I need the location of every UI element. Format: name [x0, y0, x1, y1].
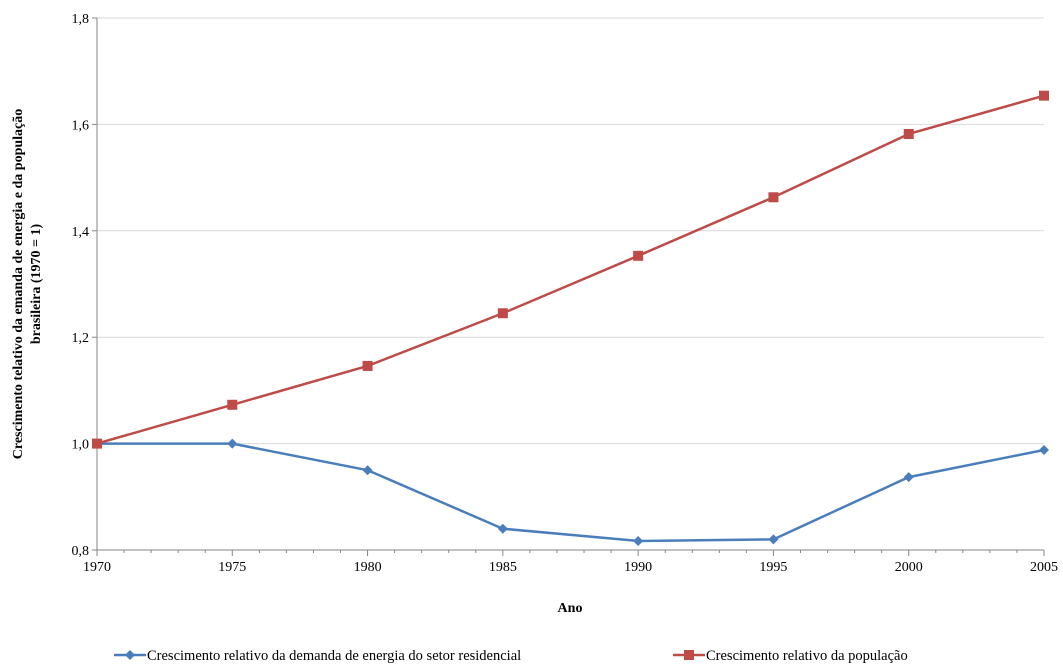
- legend-item-population: Crescimento relativo da população: [673, 648, 908, 664]
- y-tick-label: 1,4: [72, 225, 90, 240]
- data-point: [1039, 444, 1049, 455]
- x-tick-label: 1985: [489, 560, 517, 575]
- x-axis-title: Ano: [558, 601, 583, 616]
- y-tick-label: 0,8: [72, 544, 90, 559]
- legend-population-label: Crescimento relativo da população: [706, 648, 908, 664]
- data-point: [497, 308, 508, 319]
- data-point: [227, 438, 238, 449]
- data-point: [633, 535, 644, 546]
- x-tick-labels: 1970 1975 1980 1985 1990 1995 2000 2005: [83, 560, 1058, 575]
- data-point: [362, 465, 373, 476]
- y-tick-labels: 0,8 1,0 1,2 1,4 1,6 1,8: [72, 12, 90, 559]
- y-axis-title: Crescimento telativo da emanda de energi…: [11, 109, 44, 460]
- y-tick-label: 1,0: [72, 438, 90, 453]
- data-point: [633, 250, 644, 261]
- series-group: [92, 90, 1049, 546]
- data-point: [92, 438, 102, 449]
- series-line: [97, 442, 1045, 543]
- data-point: [768, 192, 779, 203]
- y-tick-label: 1,2: [72, 331, 90, 346]
- data-point: [903, 472, 914, 483]
- x-tick-label: 1980: [354, 560, 382, 575]
- x-tick-label: 1995: [759, 560, 787, 575]
- series-line: [96, 94, 1045, 445]
- data-point: [1039, 90, 1049, 101]
- y-axis-title-line-1: Crescimento telativo da emanda de energi…: [11, 109, 26, 460]
- legend-energy-label: Crescimento relativo da demanda de energ…: [147, 648, 521, 664]
- axes: [92, 17, 1045, 556]
- legend: Crescimento relativo da demanda de energ…: [114, 648, 908, 664]
- x-tick-label: 2005: [1030, 560, 1058, 575]
- x-tick-label: 2000: [895, 560, 923, 575]
- legend-item-energy: Crescimento relativo da demanda de energ…: [114, 648, 521, 664]
- data-point: [497, 523, 508, 534]
- legend-energy-marker: [125, 650, 135, 660]
- y-tick-label: 1,8: [72, 12, 90, 27]
- x-tick-label: 1990: [624, 560, 652, 575]
- data-point: [903, 128, 914, 139]
- series-2: [92, 90, 1049, 449]
- series-1: [92, 438, 1049, 546]
- data-point: [362, 360, 373, 371]
- x-tick-label: 1970: [83, 560, 111, 575]
- y-axis-title-line-2: brasileira (1970 = 1): [29, 223, 44, 344]
- gridlines: [97, 17, 1044, 445]
- data-point: [227, 399, 238, 410]
- y-tick-label: 1,6: [72, 118, 90, 133]
- legend-population-marker: [684, 650, 694, 660]
- x-tick-label: 1975: [218, 560, 246, 575]
- data-point: [768, 534, 779, 545]
